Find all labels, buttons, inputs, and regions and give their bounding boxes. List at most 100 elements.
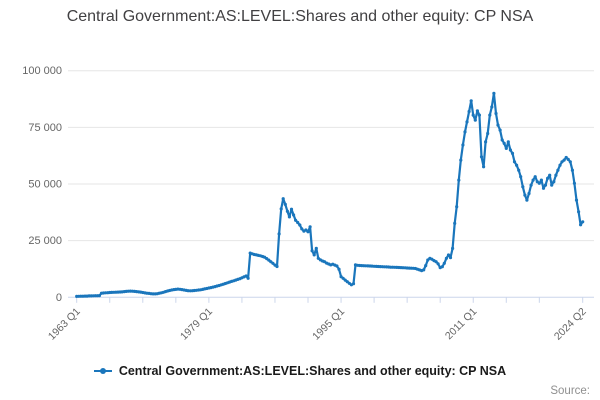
data-point [504, 146, 508, 150]
data-point [465, 120, 469, 124]
data-point [283, 202, 287, 206]
y-axis-label: 0 [56, 292, 62, 304]
x-axis-label: 1995 Q1 [310, 306, 347, 343]
data-point [490, 105, 494, 109]
legend-label: Central Government:AS:LEVEL:Shares and o… [118, 364, 507, 378]
data-point [300, 227, 304, 231]
series-line[interactable] [75, 91, 585, 298]
data-point [554, 173, 558, 177]
data-point [422, 268, 426, 272]
data-point [308, 225, 312, 229]
data-point [484, 140, 488, 144]
data-point [541, 186, 546, 190]
data-point [531, 178, 535, 182]
data-point [517, 168, 521, 172]
data-point [244, 274, 248, 278]
data-point [457, 178, 461, 182]
data-point [275, 264, 279, 269]
data-point [574, 198, 579, 202]
data-point [548, 173, 552, 177]
data-point [277, 232, 281, 236]
data-point [287, 215, 291, 219]
data-point [451, 246, 455, 250]
data-point [529, 183, 533, 187]
data-point [570, 168, 575, 172]
data-point [546, 176, 550, 180]
x-axis-label: 2011 Q1 [443, 306, 480, 343]
data-point [519, 175, 523, 179]
data-point [552, 180, 556, 184]
data-point [246, 276, 250, 280]
page-title: Central Government:AS:LEVEL:Shares and o… [66, 8, 534, 25]
data-point [424, 264, 428, 268]
data-point [469, 99, 473, 103]
legend-series-marker-icon [93, 367, 112, 375]
data-point [279, 207, 283, 211]
data-point [498, 128, 502, 132]
data-point [448, 256, 453, 260]
data-point [314, 246, 318, 250]
legend: Central Government:AS:LEVEL:Shares and o… [0, 362, 600, 380]
data-point [510, 151, 515, 155]
y-axis-label: 100 000 [22, 65, 62, 77]
data-point [508, 148, 512, 152]
data-point [564, 155, 568, 160]
data-point [337, 267, 341, 271]
data-point [577, 210, 581, 214]
data-point [455, 205, 459, 209]
y-axis-label: 75 000 [28, 122, 62, 134]
data-point [494, 111, 498, 116]
data-point [566, 157, 570, 161]
data-point [459, 158, 463, 162]
data-point [434, 260, 438, 264]
x-axis-label: 1979 Q1 [178, 306, 215, 343]
data-point [298, 223, 302, 227]
data-point [537, 181, 541, 185]
data-point [285, 209, 289, 213]
data-point [97, 294, 101, 298]
data-point [568, 160, 572, 164]
data-point [294, 218, 298, 222]
data-point [289, 207, 294, 211]
y-axis-label: 50 000 [28, 179, 62, 191]
data-point [539, 178, 544, 182]
data-point [471, 113, 475, 117]
data-point [543, 183, 548, 187]
data-point [521, 185, 525, 189]
data-point [496, 123, 500, 127]
data-point [436, 262, 440, 266]
source-label: Source: [550, 385, 590, 397]
data-point [492, 91, 496, 95]
data-point [440, 265, 444, 269]
data-point [500, 138, 504, 142]
data-point [442, 261, 446, 265]
data-point [525, 198, 529, 202]
data-point [488, 113, 492, 117]
data-point [515, 163, 519, 167]
data-point [502, 141, 506, 145]
data-point [572, 181, 577, 185]
data-point [523, 193, 527, 197]
data-point [550, 183, 554, 187]
data-point [461, 143, 465, 147]
data-point [479, 155, 484, 159]
data-point [533, 175, 537, 179]
x-axis-label: 1963 Q1 [46, 306, 83, 343]
data-point [477, 113, 481, 117]
data-point [292, 213, 296, 217]
data-point [512, 160, 517, 164]
data-point [527, 191, 531, 196]
y-axis-label: 25 000 [28, 235, 62, 247]
data-point [506, 140, 510, 144]
data-point [351, 282, 356, 286]
data-point [296, 220, 300, 225]
data-point [304, 228, 308, 232]
chart-plot-area: 1963 Q1 1979 Q1 1995 Q1 2011 Q1 2024 Q2 0 25 0… [22, 65, 594, 343]
data-point [310, 249, 314, 253]
data-point [446, 253, 451, 257]
data-point [579, 223, 583, 227]
data-point [558, 163, 562, 167]
legend-item[interactable]: Central Government:AS:LEVEL:Shares and o… [93, 364, 507, 378]
data-point [482, 165, 486, 169]
